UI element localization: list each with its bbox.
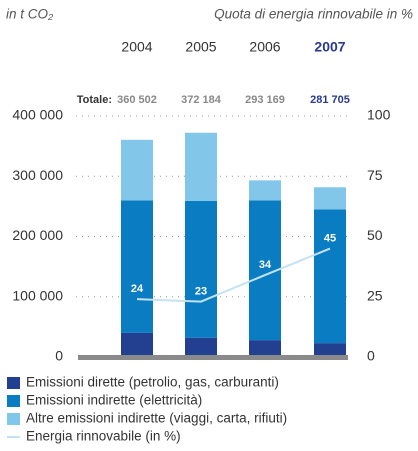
line-value-label: 23 <box>195 285 207 297</box>
total-label: 360 502 <box>117 94 157 106</box>
line-value-label: 45 <box>324 232 336 244</box>
bar-segment <box>185 337 217 357</box>
legend-label: Emissioni indirette (elettricità) <box>26 393 202 408</box>
y2-label: Quota di energia rinnovabile in % <box>214 7 413 22</box>
bar-segment <box>185 200 217 338</box>
bar-segment <box>314 343 346 357</box>
y2-tick-label: 75 <box>367 167 383 183</box>
legend-label: Altre emissioni indirette (viaggi, carta… <box>26 411 287 426</box>
y-tick-label: 200 000 <box>12 227 63 243</box>
y-tick-label: 300 000 <box>12 167 63 183</box>
line-series <box>136 247 331 303</box>
bar-segment <box>249 180 281 201</box>
bar-segment <box>249 340 281 357</box>
y2-tick-label: 100 <box>367 107 391 123</box>
y2-tick-label: 25 <box>367 287 383 303</box>
x-tick-label: 2007 <box>314 39 345 55</box>
line-value-label: 24 <box>131 283 144 295</box>
legend-swatch <box>7 413 20 425</box>
legend-swatch <box>7 395 20 407</box>
baseline <box>78 355 348 360</box>
legend-swatch <box>7 377 20 389</box>
unit-label: in t CO₂ <box>6 7 54 22</box>
bar-segment <box>121 332 153 357</box>
x-tick-label: 2005 <box>185 39 216 55</box>
legend-label: Energia rinnovabile (in %) <box>26 429 181 444</box>
bar-segment <box>185 132 217 201</box>
total-label: 281 705 <box>310 94 350 106</box>
x-tick-label: 2004 <box>121 39 152 55</box>
y2-tick-label: 0 <box>367 348 375 364</box>
x-tick-label: 2006 <box>249 39 280 55</box>
total-label: 372 184 <box>181 94 222 106</box>
y-tick-label: 0 <box>55 348 63 364</box>
legend-label: Emissioni dirette (petrolio, gas, carbur… <box>26 375 279 390</box>
bar-segment <box>314 187 346 210</box>
y-tick-label: 100 000 <box>12 287 63 303</box>
y-tick-label: 400 000 <box>12 107 63 123</box>
total-label: 293 169 <box>245 94 285 106</box>
totals-title: Totale: <box>77 94 112 106</box>
bar-segment <box>121 139 153 201</box>
line-value-label: 34 <box>259 259 272 271</box>
bar-segment <box>121 200 153 333</box>
bar-segment <box>314 209 346 344</box>
y2-tick-label: 50 <box>367 227 383 243</box>
